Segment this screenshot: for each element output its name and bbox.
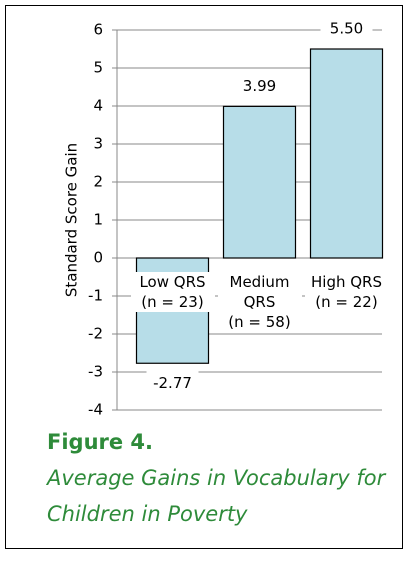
value-label-bg [233, 74, 286, 99]
y-tick-label: -4 [88, 401, 103, 419]
value-label: 5.50 [330, 20, 363, 38]
value-label-bg [320, 17, 373, 41]
figure-label: Figure 4. [47, 430, 154, 454]
x-tick-label: Low QRS (n = 23) [130, 272, 215, 312]
y-axis-label: Standard Score Gain [63, 143, 81, 297]
y-tick-label: 3 [93, 135, 103, 153]
y-tick-label: -1 [88, 287, 103, 305]
value-label: -2.77 [153, 374, 192, 392]
y-tick-label: 6 [93, 21, 103, 39]
y-tick-label: 4 [93, 97, 103, 115]
y-tick-label: -2 [88, 325, 103, 343]
bar [309, 48, 384, 259]
y-tick-label: 2 [93, 173, 103, 191]
chart-title: Average Gains in Vocabulary for Children… [47, 466, 386, 526]
y-tick-label: 5 [93, 59, 103, 77]
frame [5, 5, 403, 549]
value-label-bg [146, 371, 199, 396]
y-tick-label: -3 [88, 363, 103, 381]
x-tick-label: High QRS (n = 22) [304, 272, 389, 312]
x-tick-label: Medium QRS (n = 58) [217, 272, 302, 332]
value-label: 3.99 [243, 77, 276, 95]
y-tick-label: 0 [93, 249, 103, 267]
bar [222, 105, 297, 259]
y-tick-label: 1 [93, 211, 103, 229]
